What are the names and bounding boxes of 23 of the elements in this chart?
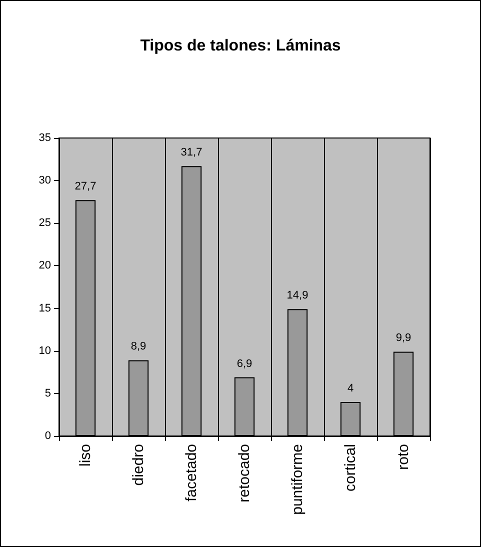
- y-tick-label: 10: [38, 344, 51, 357]
- y-tick-label: 25: [38, 217, 51, 230]
- data-label: 8,9: [130, 340, 146, 353]
- chart-title: Tipos de talones: Láminas: [140, 38, 341, 54]
- x-tick-label: retocado: [236, 444, 253, 502]
- data-label: 31,7: [180, 146, 202, 159]
- data-label: 9,9: [396, 332, 412, 344]
- data-label: 14,9: [286, 290, 308, 302]
- x-tick-label: liso: [77, 444, 94, 467]
- x-tick-label: facetado: [183, 444, 200, 502]
- data-label: 27,7: [74, 180, 96, 193]
- data-label: 4: [347, 382, 354, 394]
- y-tick-label: 15: [38, 302, 51, 314]
- y-tick-label: 0: [44, 430, 51, 442]
- y-tick-label: 5: [44, 387, 51, 400]
- y-tick-label: 30: [38, 174, 51, 187]
- x-tick-label: diedro: [130, 444, 147, 486]
- data-label: 6,9: [236, 358, 252, 370]
- x-tick-label: puntiforme: [289, 444, 306, 515]
- y-tick-label: 35: [38, 132, 51, 144]
- x-tick-label: cortical: [342, 444, 359, 492]
- x-tick-label: roto: [395, 444, 412, 470]
- y-tick-label: 20: [38, 260, 51, 272]
